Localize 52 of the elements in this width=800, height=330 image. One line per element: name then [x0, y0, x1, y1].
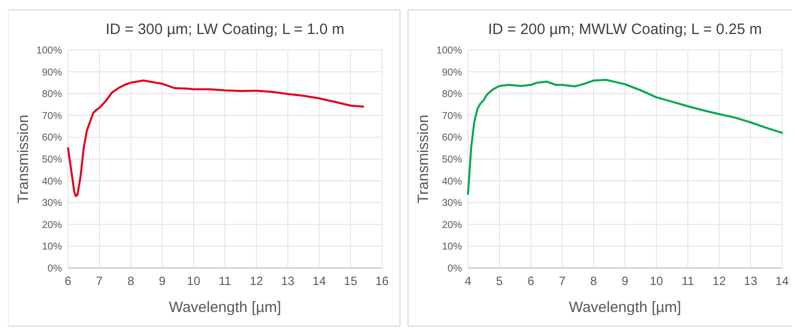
y-tick-label: 100% — [436, 46, 462, 56]
x-tick-label: 14 — [775, 274, 789, 288]
y-tick-label: 30% — [42, 198, 62, 210]
x-tick-label: 7 — [558, 274, 566, 288]
x-tick-label: 9 — [158, 274, 166, 288]
y-tick-label: 10% — [42, 242, 62, 253]
y-tick-label: 20% — [42, 220, 62, 231]
x-tick-label: 16 — [375, 274, 389, 288]
x-tick-label: 5 — [496, 274, 504, 288]
y-tick-label: 50% — [442, 154, 462, 166]
x-tick-label: 7 — [96, 274, 104, 288]
chart-title: ID = 200 µm; MWLW Coating; L = 0.25 m — [488, 21, 762, 38]
line-series — [467, 78, 783, 195]
x-tick-label: 11 — [682, 274, 694, 288]
x-tick-label: 14 — [312, 274, 326, 288]
y-tick-label: 50% — [42, 154, 62, 166]
x-axis-title: Wavelength [µm] — [568, 299, 682, 316]
y-tick-label: 40% — [442, 176, 462, 188]
y-tick-label: 90% — [42, 67, 62, 78]
y-tick-label: 80% — [42, 89, 62, 100]
x-tick-label: 8 — [590, 274, 598, 288]
x-tick-label: 12 — [250, 274, 264, 288]
y-tick-label: 0% — [448, 264, 462, 274]
x-tick-label: 11 — [218, 274, 232, 288]
y-tick-label: 10% — [442, 242, 462, 253]
x-tick-label: 15 — [344, 274, 358, 288]
x-tick-label: 6 — [64, 274, 72, 288]
y-tick-label: 0% — [48, 264, 62, 274]
y-tick-label: 100% — [36, 46, 62, 56]
x-tick-label: 13 — [744, 274, 758, 288]
chart-title: ID = 300 µm; LW Coating; L = 1.0 m — [106, 21, 344, 38]
x-tick-label: 12 — [712, 274, 726, 288]
x-tick-label: 9 — [622, 274, 629, 288]
y-axis-title: Transmission — [415, 114, 432, 204]
x-tick-label: 8 — [127, 274, 134, 288]
y-tick-label: 40% — [42, 176, 62, 188]
y-tick-label: 30% — [442, 198, 462, 210]
y-tick-label: 60% — [42, 132, 62, 144]
y-tick-label: 70% — [442, 110, 462, 122]
y-tick-label: 90% — [442, 67, 462, 78]
x-tick-label: 4 — [464, 274, 472, 288]
x-tick-label: 10 — [186, 274, 201, 288]
y-tick-label: 60% — [442, 132, 462, 144]
y-tick-label: 80% — [442, 89, 462, 100]
x-tick-label: 6 — [527, 274, 534, 288]
y-tick-label: 70% — [42, 110, 62, 122]
x-tick-label: 13 — [281, 274, 295, 288]
y-axis-title: Transmission — [15, 114, 32, 204]
y-tick-label: 20% — [442, 220, 462, 231]
x-tick-label: 10 — [650, 274, 664, 288]
line-series — [67, 80, 364, 198]
x-axis-title: Wavelength [µm] — [168, 299, 282, 316]
